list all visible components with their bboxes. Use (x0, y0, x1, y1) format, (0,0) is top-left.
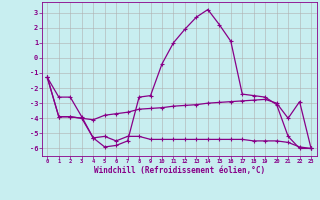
X-axis label: Windchill (Refroidissement éolien,°C): Windchill (Refroidissement éolien,°C) (94, 166, 265, 175)
